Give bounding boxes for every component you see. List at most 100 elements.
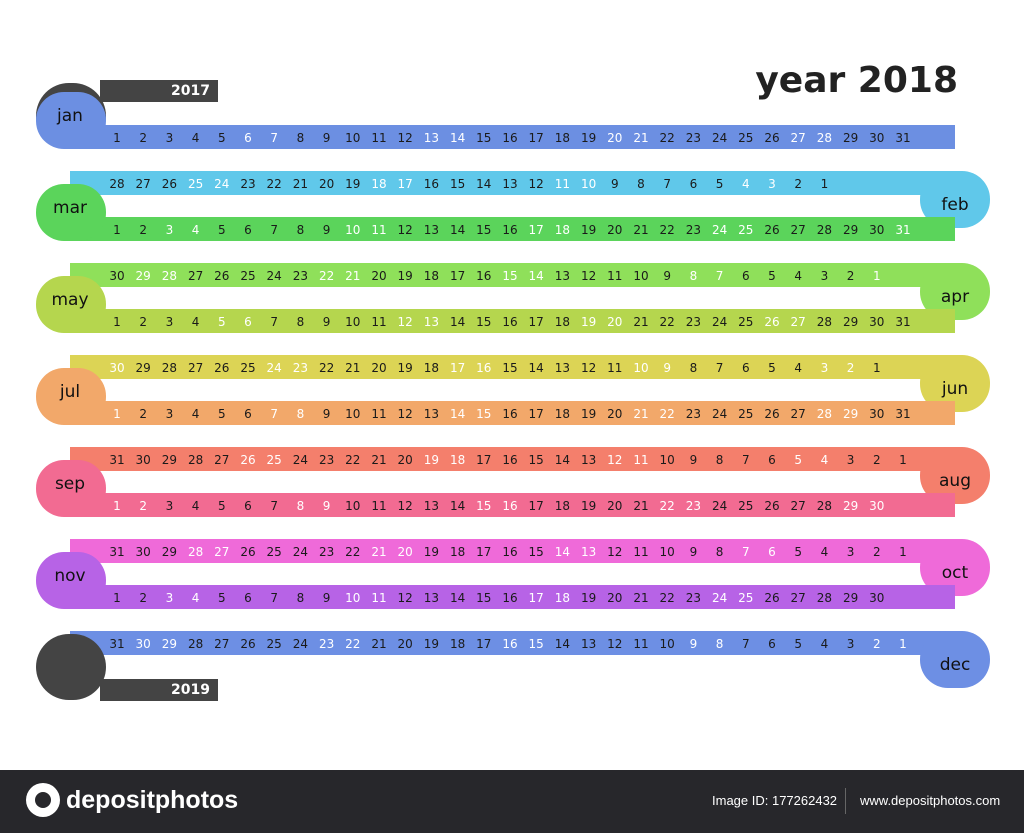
day-apr-28: 28 (162, 269, 177, 283)
day-jun-24: 24 (267, 361, 282, 375)
day-may-8: 8 (297, 315, 305, 329)
day-dec-6: 6 (768, 637, 776, 651)
day-jun-11: 11 (607, 361, 622, 375)
day-apr-17: 17 (450, 269, 465, 283)
day-sep-1: 1 (113, 499, 121, 513)
day-apr-18: 18 (424, 269, 439, 283)
month-label-feb: feb (941, 195, 968, 215)
day-jul-21: 21 (633, 407, 648, 421)
day-dec-24: 24 (293, 637, 308, 651)
day-nov-12: 12 (398, 591, 413, 605)
day-jun-2: 2 (847, 361, 855, 375)
month-label-sep: sep (55, 474, 85, 494)
day-aug-24: 24 (293, 453, 308, 467)
day-jan-29: 29 (843, 131, 858, 145)
day-jan-28: 28 (817, 131, 832, 145)
day-aug-3: 3 (847, 453, 855, 467)
month-label-apr: apr (941, 287, 969, 307)
day-nov-3: 3 (166, 591, 174, 605)
day-jan-4: 4 (192, 131, 200, 145)
day-jul-13: 13 (424, 407, 439, 421)
day-jun-4: 4 (794, 361, 802, 375)
day-jun-25: 25 (240, 361, 255, 375)
month-label-may: may (51, 290, 88, 310)
day-sep-19: 19 (581, 499, 596, 513)
month-cap-mar (36, 184, 106, 241)
day-oct-15: 15 (529, 545, 544, 559)
day-sep-2: 2 (139, 499, 147, 513)
day-jan-14: 14 (450, 131, 465, 145)
day-sep-25: 25 (738, 499, 753, 513)
day-aug-27: 27 (214, 453, 229, 467)
day-may-26: 26 (764, 315, 779, 329)
day-dec-12: 12 (607, 637, 622, 651)
day-oct-4: 4 (821, 545, 829, 559)
day-jul-29: 29 (843, 407, 858, 421)
day-apr-1: 1 (873, 269, 881, 283)
day-jul-8: 8 (297, 407, 305, 421)
day-jul-9: 9 (323, 407, 331, 421)
day-dec-21: 21 (371, 637, 386, 651)
day-dec-2: 2 (873, 637, 881, 651)
month-apr: apr1234567891011121314151617181920212223… (70, 263, 990, 320)
day-sep-27: 27 (791, 499, 806, 513)
day-aug-16: 16 (502, 453, 517, 467)
day-may-16: 16 (502, 315, 517, 329)
day-may-1: 1 (113, 315, 121, 329)
month-label-nov: nov (54, 566, 85, 586)
month-band-dec (70, 631, 955, 655)
day-sep-22: 22 (660, 499, 675, 513)
day-jan-11: 11 (371, 131, 386, 145)
day-jan-26: 26 (764, 131, 779, 145)
day-dec-15: 15 (529, 637, 544, 651)
day-apr-26: 26 (214, 269, 229, 283)
day-aug-31: 31 (109, 453, 124, 467)
day-dec-23: 23 (319, 637, 334, 651)
page-title: year 2018 (755, 60, 958, 101)
day-apr-20: 20 (371, 269, 386, 283)
day-jun-6: 6 (742, 361, 750, 375)
day-oct-25: 25 (267, 545, 282, 559)
day-aug-18: 18 (450, 453, 465, 467)
day-apr-21: 21 (345, 269, 360, 283)
day-feb-2: 2 (794, 177, 802, 191)
month-band-aug (70, 447, 955, 471)
day-apr-9: 9 (663, 269, 671, 283)
day-nov-4: 4 (192, 591, 200, 605)
day-apr-25: 25 (240, 269, 255, 283)
day-feb-12: 12 (529, 177, 544, 191)
day-apr-14: 14 (529, 269, 544, 283)
next-year-cap (36, 634, 106, 700)
day-oct-21: 21 (371, 545, 386, 559)
day-sep-18: 18 (555, 499, 570, 513)
day-jul-18: 18 (555, 407, 570, 421)
day-jan-25: 25 (738, 131, 753, 145)
day-may-27: 27 (791, 315, 806, 329)
day-nov-6: 6 (244, 591, 252, 605)
day-jun-18: 18 (424, 361, 439, 375)
day-may-23: 23 (686, 315, 701, 329)
day-jul-11: 11 (371, 407, 386, 421)
day-mar-20: 20 (607, 223, 622, 237)
day-oct-26: 26 (240, 545, 255, 559)
day-may-6: 6 (244, 315, 252, 329)
day-oct-7: 7 (742, 545, 750, 559)
day-oct-19: 19 (424, 545, 439, 559)
day-jan-30: 30 (869, 131, 884, 145)
day-dec-11: 11 (633, 637, 648, 651)
day-nov-14: 14 (450, 591, 465, 605)
day-may-7: 7 (270, 315, 278, 329)
day-aug-6: 6 (768, 453, 776, 467)
day-mar-31: 31 (895, 223, 910, 237)
day-may-17: 17 (529, 315, 544, 329)
footer-url[interactable]: www.depositphotos.com (860, 793, 1001, 808)
day-apr-6: 6 (742, 269, 750, 283)
day-may-28: 28 (817, 315, 832, 329)
day-sep-15: 15 (476, 499, 491, 513)
day-mar-25: 25 (738, 223, 753, 237)
month-label-mar: mar (53, 198, 87, 218)
day-jan-12: 12 (398, 131, 413, 145)
day-aug-22: 22 (345, 453, 360, 467)
day-sep-7: 7 (270, 499, 278, 513)
